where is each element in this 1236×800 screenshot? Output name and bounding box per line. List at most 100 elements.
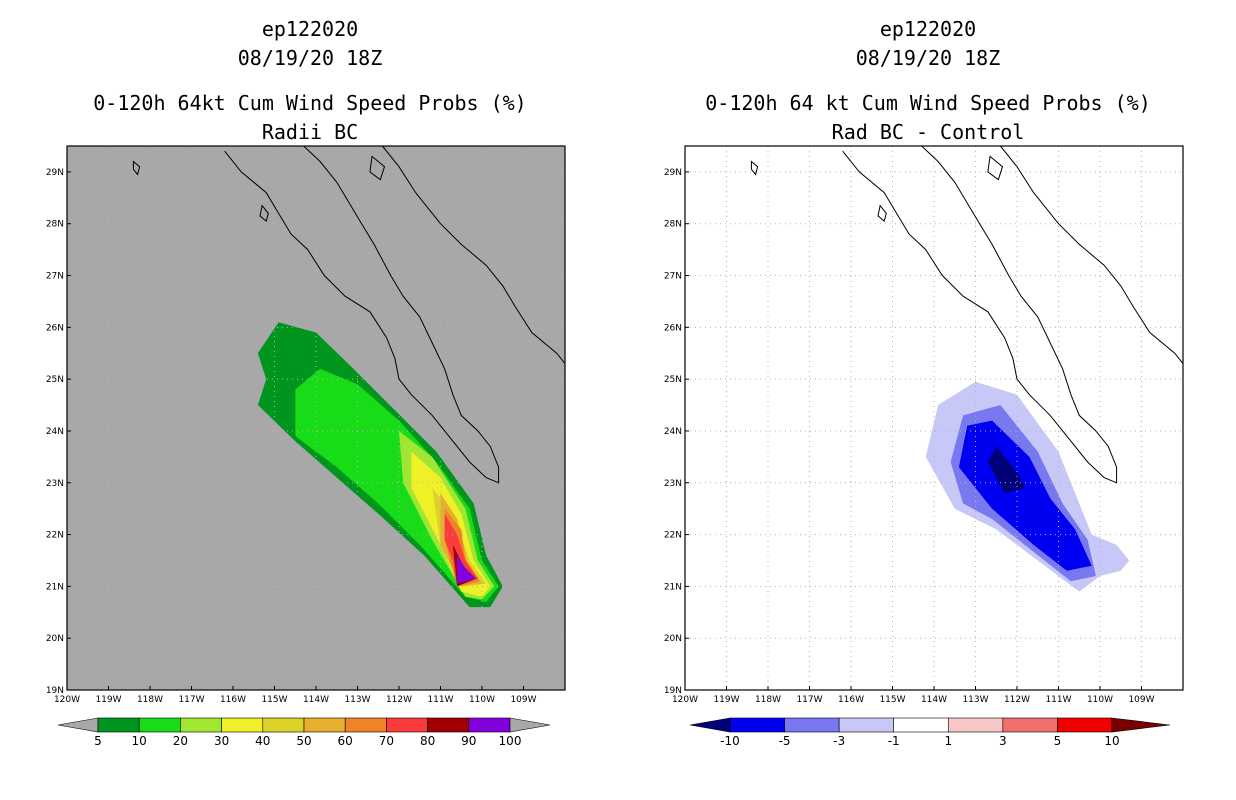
right-y-tick-label: 19N [664,686,682,696]
right-coastline-island [987,155,1004,181]
left-coastline-baja [224,145,500,484]
left-colorbar-label: 20 [173,734,188,748]
right-colorbar-label: 5 [1054,734,1062,748]
left-x-tick-label: 120W [54,695,80,705]
right-y-tick-label: 29N [664,168,682,178]
left-y-tick-label: 21N [46,582,64,592]
left-y-tick-label: 27N [46,272,64,282]
left-colorbar-label: 90 [461,734,476,748]
left-colorbar-label: 80 [420,734,435,748]
right-colorbar-box [784,717,840,733]
right-contour-neg10 [987,446,1026,494]
left-colorbar-box [221,717,264,733]
right-colorbar-box [1002,717,1058,733]
right-title-variant: Rad BC - Control [831,120,1025,144]
left-x-tick-label: 109W [510,695,536,705]
right-x-tick-label: 114W [921,695,947,705]
left-coastline-island [132,160,141,176]
right-x-tick-label: 111W [1045,695,1071,705]
left-contour-60 [444,508,480,587]
right-title-storm: ep122020 [879,17,977,41]
right-x-tick-label: 116W [838,695,864,705]
right-colorbar-label: 3 [999,734,1007,748]
right-coastline-island [877,204,887,222]
left-colorbar-box [180,717,222,733]
left-coastline-island [259,204,269,222]
left-colorbar-box [303,717,346,733]
right-y-tick-label: 22N [664,531,682,541]
left-x-tick-label: 119W [95,695,121,705]
right-x-tick-label: 113W [962,695,988,705]
right-x-tick-label: 120W [672,695,698,705]
right-colorbar-max-arrow [1111,717,1171,733]
left-colorbar-box [97,717,140,733]
right-x-tick-label: 119W [713,695,739,705]
right-x-tick-label: 118W [755,695,781,705]
right-title-product: 0-120h 64 kt Cum Wind Speed Probs (%) [705,91,1151,115]
left-y-tick-label: 22N [46,531,64,541]
right-y-tick-label: 23N [664,479,682,489]
left-contour-70 [444,513,478,587]
left-colorbar-label: 40 [255,734,270,748]
right-colorbar-box [729,717,785,733]
left-y-tick-label: 29N [46,168,64,178]
left-title-variant: Radii BC [261,120,359,144]
left-colorbar-min-arrow [57,717,99,733]
left-x-tick-label: 111W [427,695,453,705]
left-title-date: 08/19/20 18Z [237,46,383,70]
left-colorbar-box [138,717,181,733]
right-x-tick-label: 112W [1004,695,1030,705]
left-colorbar-box [468,717,511,733]
left-colorbar-label: 30 [214,734,229,748]
left-colorbar-label: 100 [499,734,522,748]
left-y-tick-label: 23N [46,479,64,489]
left-colorbar-box [386,717,428,733]
left-colorbar-label: 10 [132,734,147,748]
right-y-tick-label: 27N [664,272,682,282]
right-title-date: 08/19/20 18Z [855,46,1001,70]
left-colorbar-box [427,717,470,733]
right-colorbar-label: -3 [833,734,845,748]
right-colorbar-label: -1 [888,734,900,748]
right-coastline-mainland [1000,145,1184,364]
left-y-tick-label: 25N [46,375,64,385]
left-title-product: 0-120h 64kt Cum Wind Speed Probs (%) [93,91,527,115]
left-x-tick-label: 118W [137,695,163,705]
left-colorbar-label: 50 [296,734,311,748]
right-colorbar-min-arrow [689,717,731,733]
left-y-tick-label: 26N [46,323,64,333]
left-y-tick-label: 28N [46,220,64,230]
right-colorbar-label: 1 [944,734,952,748]
left-colorbar-box [262,717,305,733]
left-colorbar-label: 70 [379,734,394,748]
left-x-tick-label: 115W [261,695,287,705]
right-x-tick-label: 110W [1087,695,1113,705]
right-x-tick-label: 109W [1128,695,1154,705]
right-y-tick-label: 21N [664,582,682,592]
left-title-storm: ep122020 [261,17,359,41]
left-x-tick-label: 116W [220,695,246,705]
right-y-tick-label: 24N [664,427,682,437]
right-colorbar-box [947,717,1004,733]
right-y-tick-label: 20N [664,634,682,644]
left-x-tick-label: 117W [178,695,204,705]
right-x-tick-label: 117W [796,695,822,705]
right-colorbar-label: -10 [720,734,740,748]
right-colorbar-box [893,717,949,733]
left-y-tick-label: 24N [46,427,64,437]
left-colorbar-box [344,717,387,733]
right-y-tick-label: 25N [664,375,682,385]
right-colorbar-label: -5 [779,734,791,748]
right-colorbar-label: 10 [1104,734,1119,748]
left-x-tick-label: 113W [344,695,370,705]
left-x-tick-label: 112W [386,695,412,705]
left-x-tick-label: 114W [303,695,329,705]
right-y-tick-label: 26N [664,323,682,333]
left-contour-90 [457,555,476,584]
right-x-tick-label: 115W [879,695,905,705]
left-y-tick-label: 20N [46,634,64,644]
right-y-tick-label: 28N [664,220,682,230]
right-colorbar-box [1057,717,1113,733]
left-colorbar-label: 5 [94,734,102,748]
